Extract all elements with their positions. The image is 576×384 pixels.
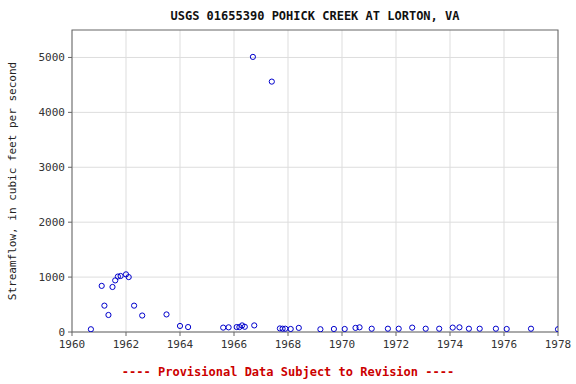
x-tick [504,332,505,336]
x-tick [342,332,343,336]
point [88,327,93,332]
grid-line [72,57,558,58]
point [331,326,336,331]
x-tick [126,332,127,336]
point [423,326,428,331]
point [369,326,374,331]
point [457,325,462,330]
x-tick-label: 1964 [167,338,194,351]
grid-line [180,30,181,332]
y-tick-label: 3000 [39,161,66,174]
point [288,326,293,331]
point [410,325,415,330]
point [242,324,247,329]
x-tick-label: 1976 [491,338,518,351]
grid-line [72,222,558,223]
point [106,312,111,317]
x-tick-label: 1974 [437,338,464,351]
point [110,284,115,289]
y-tick [68,222,72,223]
point [318,327,323,332]
point [528,326,533,331]
point [283,326,288,331]
point [450,325,455,330]
x-tick-label: 1966 [221,338,248,351]
point [342,326,347,331]
x-tick [72,332,73,336]
point [250,54,255,59]
points [88,54,558,332]
y-tick [68,167,72,168]
point [118,273,123,278]
grid-line [126,30,127,332]
background [0,0,576,384]
title: USGS 01655390 POHICK CREEK AT LORTON, VA [171,9,461,23]
point [296,325,301,330]
y-axis-label: Streamflow, in cubic feet per second [6,62,19,300]
x-tick-label: 1968 [275,338,302,351]
point [396,326,401,331]
grid-line [72,277,558,278]
y-tick-label: 4000 [39,106,66,119]
y-tick [68,112,72,113]
x-tick [288,332,289,336]
grid-line [396,30,397,332]
point [186,324,191,329]
chart: 1960 1962 1964 1966 1968 1970 1972 1974 1976 1978… [0,0,576,384]
y-tick [68,332,72,333]
point [132,303,137,308]
y-tick [68,57,72,58]
point [102,303,107,308]
point [164,312,169,317]
point [140,313,145,318]
point [437,326,442,331]
y-tick [68,277,72,278]
x-tick-label: 1960 [59,338,86,351]
y-tick-label: 5000 [39,51,66,64]
point [504,326,509,331]
point [221,325,226,330]
point [477,326,482,331]
point [269,79,274,84]
plot-frame [72,30,558,332]
y-tick-label: 2000 [39,216,66,229]
x-tick [396,332,397,336]
y-tick-label: 1000 [39,271,66,284]
grid-line [504,30,505,332]
grid-line [72,167,558,168]
point [357,325,362,330]
x-tick [234,332,235,336]
axes: 1960 1962 1964 1966 1968 1970 1972 1974 1976 1978… [39,51,572,351]
x-tick [558,332,559,336]
point [493,326,498,331]
point [252,323,257,328]
x-tick-label: 1972 [383,338,410,351]
grid-line [288,30,289,332]
x-tick-label: 1978 [545,338,572,351]
y-tick-label: 0 [58,326,65,339]
annotation: ---- Provisional Data Subject to Revisio… [122,365,454,379]
grid-line [450,30,451,332]
grid-line [234,30,235,332]
point [385,326,390,331]
point [226,325,231,330]
point [555,327,558,332]
grid-line [342,30,343,332]
point [99,283,104,288]
x-tick [180,332,181,336]
grid [72,30,558,332]
x-tick-label: 1970 [329,338,356,351]
point [466,326,471,331]
grid-line [72,112,558,113]
x-tick-label: 1962 [113,338,140,351]
point [177,323,182,328]
point [126,274,131,279]
x-tick [450,332,451,336]
